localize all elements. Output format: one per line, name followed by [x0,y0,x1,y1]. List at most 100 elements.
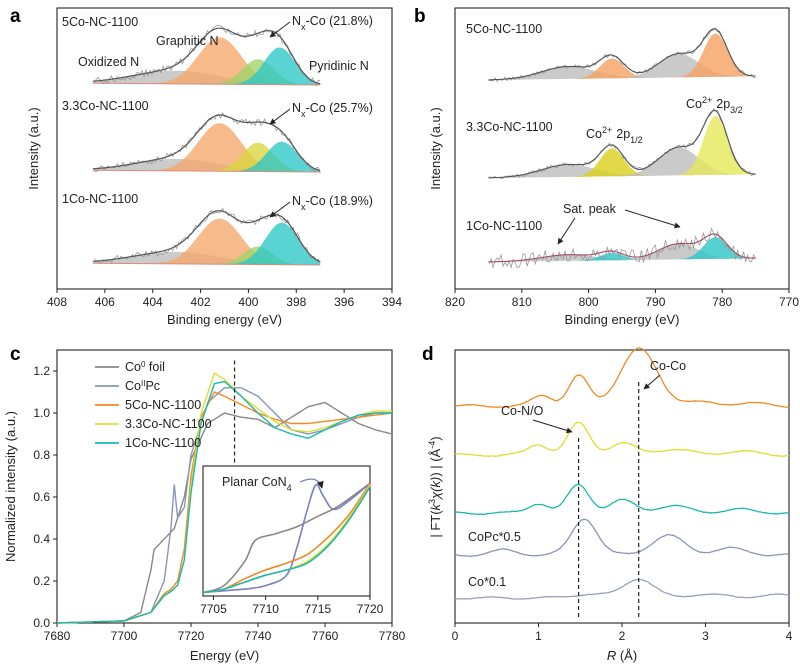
panel-c-x-axis-label: Energy (eV) [190,648,259,663]
panel-a-label-graphitic-n: Graphitic N [156,34,219,48]
panel-c-legend-label: 5Co-NC-1100 [125,398,201,412]
panel-b-orbital-subscript: 3/2 [730,105,743,115]
panel-d-x-axis-italic: R [607,648,616,663]
panel-c-x-tick-label: 7720 [178,629,205,643]
panel-b-raw-data-line [488,227,756,269]
panel-c-plot-frame [56,349,393,624]
panel-d-y-k: k [428,502,443,510]
panel-c-y-tick-label: 0.0 [33,616,50,630]
panel-a-x-tick-label: 398 [286,295,306,309]
panel-d-line-co-0-1 [454,578,790,600]
panel-c-y-axis-label: Normalized intensity (a.u.) [3,411,18,562]
panel-a-peak-pyridinic-n [92,47,321,85]
panel-a-sample-label: 5Co-NC-1100 [62,15,138,29]
panel-a-nxco-subscript: x [301,202,306,212]
panel-b-charge-superscript: 2+ [702,95,712,105]
panel-a-sample-label: 1Co-NC-1100 [62,192,138,206]
panel-a-x-tick-label: 394 [382,295,402,309]
panel-c-inset-subscript: 4 [287,483,292,493]
panel-b-sat-arrow-right [624,209,681,229]
panel-b-envelope-line [488,28,756,81]
panel-b-x-tick-label: 780 [712,295,732,309]
panel-a-nxco-subscript: x [301,109,306,119]
panel-b-sample-label: 1Co-NC-1100 [466,219,542,233]
panel-b-plot-frame [454,7,790,290]
panel-b-peak-co2p32 [488,115,756,178]
panel-b-x-tick-label: 800 [579,295,599,309]
panel-d-x-tick-label: 2 [619,629,626,643]
panel-d-y-superscript: 3 [427,499,437,504]
panel-a-envelope-line [92,27,321,85]
panel-c-inset-x-tick-label: 7720 [357,602,384,616]
panel-b-co2p12-label: Co2+ 2p1/2 [586,125,643,145]
panel-b-sat-peak-label: Sat. peak [563,202,617,216]
panel-b-peak-co2p32 [488,33,756,80]
panel-a-x-tick-label: 400 [238,295,258,309]
panel-d-line-5co-nc-1100 [454,347,789,408]
panel-b-orbital-text: 2p [616,127,630,141]
panel-d-y-chi: χ(k) [428,477,443,500]
panel-b-co2p32-label: Co2+ 2p3/2 [686,95,743,115]
panel-b-peak-co2p32 [488,237,756,262]
panel-c-x-tick-label: 7700 [111,629,138,643]
panel-a-nxco-annotation: Nx-Co (21.8%) [292,14,373,32]
panel-a-annotation-arrow [269,201,291,218]
panel-c-inset-line-co0-foil [202,482,371,594]
panel-a-series-2: 1Co-NC-1100 Nx-Co (18.9%) [62,192,373,266]
panel-b-series-1: 3.3Co-NC-1100 [466,108,756,180]
panel-c-x-tick-label: 7780 [379,629,406,643]
panel-c-inset-arrow [299,478,324,489]
panel-d-y-axis-label: | FT(k3χ(k)) | (Å-4) [427,436,443,537]
panel-a-series-0: 5Co-NC-1100 Nx-Co (21.8%) [62,14,373,87]
panel-d-line-3-3co-nc-1100 [454,421,790,457]
panel-c-legend-label: 3.3Co-NC-1100 [125,417,212,431]
panel-a-label-oxidized-n: Oxidized N [78,55,139,69]
panel-a-x-tick-label: 406 [95,295,115,309]
panel-b-series-2: 1Co-NC-1100 [466,219,756,269]
panel-letter-c: c [10,344,21,365]
panel-b-x-tick-label: 770 [779,295,799,309]
panel-b-peak-co2p12 [488,148,756,178]
panel-c-legend-label: Co0 foil [125,360,165,375]
panel-c-y-tick-label: 0.8 [33,448,50,462]
panel-a-peak-pyridinic-n [92,222,321,265]
panel-b-peak-co2p12 [488,252,756,262]
panel-c-legend-label: 1Co-NC-1100 [125,436,201,450]
panel-d-series-label: Co*0.1 [468,575,506,589]
panel-c-legend-superscript: II [141,379,145,388]
panel-b-x-tick-label: 820 [445,295,465,309]
panel-a-x-axis-label: Binding energy (eV) [167,312,282,327]
panel-a-nxco-annotation: Nx-Co (18.9%) [292,194,373,212]
panel-c-legend-superscript: 0 [141,360,146,369]
panel-a-x-tick-label: 396 [334,295,354,309]
panel-a-peak-graphitic-n [92,37,321,85]
panel-letter-b: b [414,6,426,27]
panel-d-annotation-arrow [643,374,661,390]
panel-d-x-tick-label: 0 [452,629,459,643]
panel-a-peak-graphitic-n [92,123,321,172]
panel-a-label-pyridinic-n: Pyridinic N [309,59,369,73]
panel-d-series-label: CoPc*0.5 [468,530,521,544]
panel-a-peak-pyridinic-n [92,141,321,172]
panel-letter-d: d [422,344,434,365]
panel-a-baseline [92,82,321,86]
panel-a-raw-data-line [93,207,321,265]
panel-d-exafs: 0 1 2 3 4 R (Å) | FT(k3χ(k)) | (Å-4) CoPc*0.5 Co… [427,347,793,663]
panel-c-inset-x-tick-label: 7705 [200,602,227,616]
panel-a-x-tick-label: 404 [143,295,163,309]
panel-c-inset-annotation: Planar CoN4 [222,475,292,493]
panel-a-xps-n1s: 408 406 404 402 400 398 396 394 Binding energy (… [26,7,402,327]
panel-b-sample-label: 3.3Co-NC-1100 [466,120,553,134]
panel-a-plot-frame [56,7,393,290]
panel-c-y-tick-label: 0.2 [33,574,50,588]
panel-d-annotation-co-co: Co-Co [650,359,686,373]
panel-a-series-1: 3.3Co-NC-1100 Nx-Co (25.7%) [62,99,373,174]
panel-a-envelope-line [92,210,321,263]
panel-b-peak-satellite [488,53,756,80]
panel-a-envelope-line [92,114,321,172]
panel-d-annotation-co-n-o: Co-N/O [501,404,544,418]
panel-d-annotation-arrow [532,419,573,434]
panel-d-x-tick-label: 4 [786,629,793,643]
panel-a-raw-data-line [93,24,321,87]
